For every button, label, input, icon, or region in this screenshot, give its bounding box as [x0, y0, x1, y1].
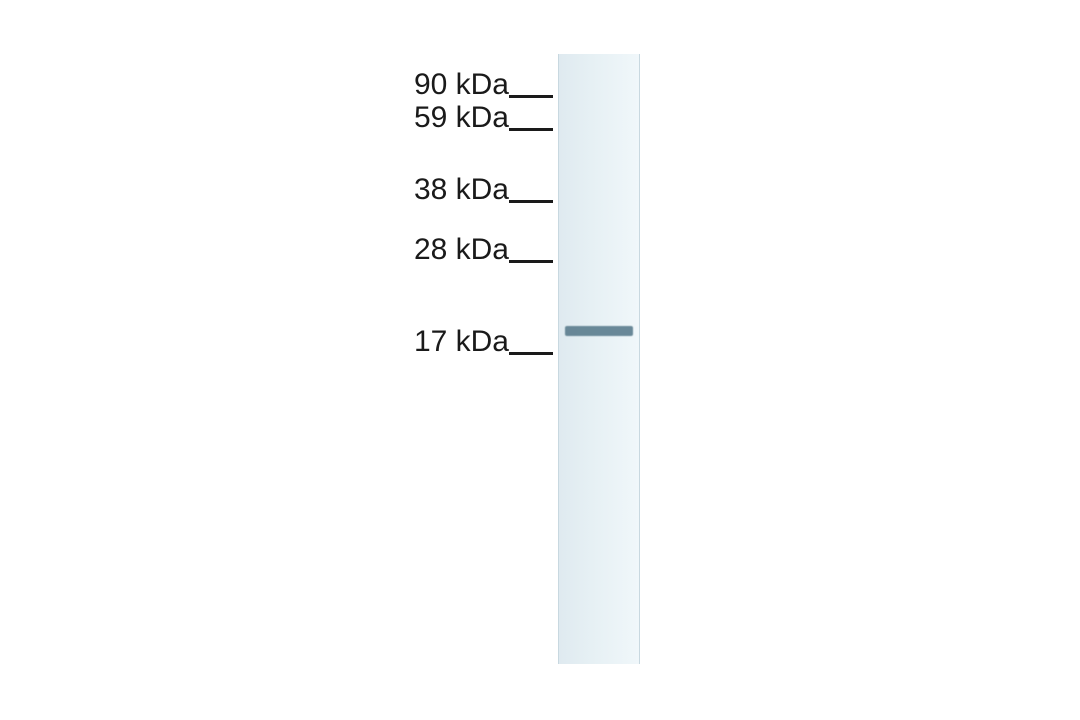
mw-marker: 90 kDa: [389, 70, 553, 100]
mw-marker-label: 38 kDa: [389, 175, 509, 205]
mw-marker-label: 28 kDa: [389, 235, 509, 265]
mw-marker: 59 kDa: [389, 103, 553, 133]
mw-marker: 17 kDa: [389, 327, 553, 357]
mw-marker-label: 59 kDa: [389, 103, 509, 133]
western-blot-figure: 90 kDa59 kDa 38 kDa 28 kDa 17 kDa: [0, 0, 1080, 720]
mw-marker: 38 kDa: [389, 175, 553, 205]
mw-marker-label: 17 kDa: [389, 327, 509, 357]
blot-lane: [558, 54, 640, 664]
mw-marker-tick: [509, 260, 553, 263]
mw-marker-tick: [509, 128, 553, 131]
mw-marker-tick: [509, 95, 553, 98]
mw-marker-label: 90 kDa: [389, 70, 509, 100]
mw-marker-tick: [509, 352, 553, 355]
mw-marker: 28 kDa: [389, 235, 553, 265]
blot-band: [565, 326, 633, 336]
mw-marker-tick: [509, 200, 553, 203]
